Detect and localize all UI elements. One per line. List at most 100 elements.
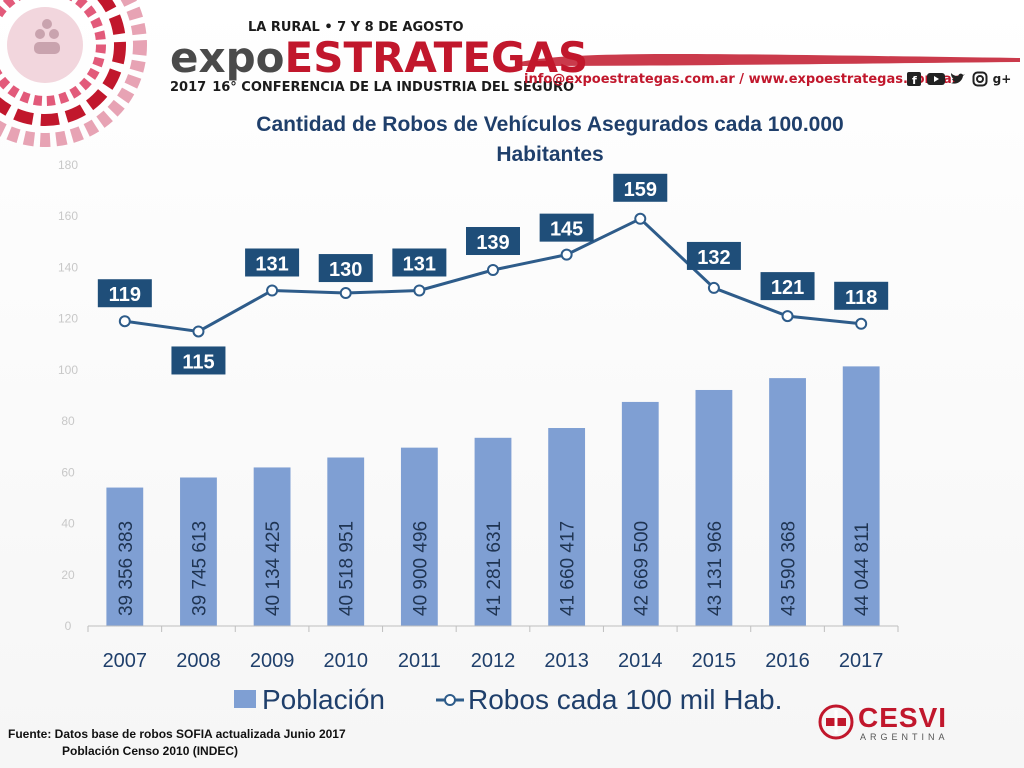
line-point bbox=[266, 284, 279, 297]
event-logo-part2: ESTRATEGAS bbox=[284, 33, 589, 82]
cesvi-brand-name: CESVI bbox=[858, 702, 948, 733]
x-tick-label: 2008 bbox=[176, 650, 221, 672]
bar bbox=[400, 447, 438, 626]
event-conference: 16° CONFERENCIA DE LA INDUSTRIA DEL SEGU… bbox=[212, 80, 575, 95]
line-label-box bbox=[539, 213, 594, 242]
twitter-icon[interactable] bbox=[949, 70, 967, 88]
x-tick-label: 2017 bbox=[839, 650, 884, 672]
legend-swatch-marker bbox=[444, 694, 456, 706]
bar bbox=[327, 457, 365, 626]
instagram-icon[interactable] bbox=[971, 70, 989, 88]
event-header: LA RURAL • 7 Y 8 DE AGOSTO expoESTRATEGA… bbox=[170, 20, 588, 100]
y-tick-label: 100 bbox=[58, 363, 78, 377]
line-point bbox=[707, 281, 720, 294]
google-plus-icon[interactable]: g+ bbox=[992, 72, 1012, 86]
x-tick-label: 2012 bbox=[471, 650, 516, 672]
bar bbox=[474, 437, 512, 626]
line-data-label: 131 bbox=[403, 253, 436, 275]
bar-data-label: 43 131 966 bbox=[705, 521, 726, 616]
bar bbox=[769, 378, 806, 626]
line-data-label: 121 bbox=[771, 277, 804, 299]
bar bbox=[621, 401, 659, 626]
line-point bbox=[487, 264, 499, 277]
line-data-label: 131 bbox=[255, 253, 288, 275]
event-logo: expoESTRATEGAS bbox=[170, 34, 588, 82]
cesvi-emblem-icon bbox=[818, 704, 854, 740]
bar-data-label: 42 669 500 bbox=[631, 521, 652, 616]
line-label-box bbox=[834, 281, 889, 310]
line-point bbox=[339, 287, 352, 300]
line-label-box bbox=[318, 254, 373, 283]
line-data-label: 139 bbox=[476, 232, 509, 254]
bar bbox=[548, 428, 586, 626]
x-tick-label: 2015 bbox=[692, 650, 737, 672]
legend-swatch-bar bbox=[234, 690, 256, 708]
line-point bbox=[781, 310, 794, 323]
bar-data-label: 41 660 417 bbox=[558, 521, 579, 616]
line-label-box bbox=[686, 241, 741, 270]
source-line-2: Población Censo 2010 (INDEC) bbox=[62, 744, 239, 758]
line-data-label: 118 bbox=[845, 287, 877, 309]
line-point bbox=[855, 317, 868, 330]
x-tick-label: 2014 bbox=[618, 650, 663, 672]
event-year: 2017 bbox=[170, 80, 207, 95]
line-data-label: 115 bbox=[182, 351, 214, 373]
people-icon bbox=[34, 19, 60, 54]
bar-data-label: 39 356 383 bbox=[116, 521, 137, 616]
bar-data-label: 40 900 496 bbox=[410, 521, 431, 616]
svg-text:f: f bbox=[912, 74, 917, 87]
bar bbox=[106, 487, 144, 626]
contact-info[interactable]: info@expoestrategas.com.ar / www.expoest… bbox=[524, 72, 959, 87]
bar bbox=[253, 467, 291, 626]
header-brush-stroke bbox=[520, 54, 1020, 66]
line-label-box bbox=[613, 173, 668, 202]
line-point bbox=[192, 325, 205, 338]
y-tick-label: 120 bbox=[58, 312, 78, 326]
line-label-box bbox=[760, 272, 815, 301]
line-data-label: 130 bbox=[329, 259, 362, 281]
chart-title: Cantidad de Robos de Vehículos Asegurado… bbox=[256, 113, 844, 166]
bar-data-label: 44 044 811 bbox=[852, 522, 873, 616]
x-tick-label: 2010 bbox=[323, 650, 368, 672]
line-label-box bbox=[245, 248, 300, 277]
corner-decoration bbox=[0, 0, 147, 147]
line-data-label: 119 bbox=[109, 284, 141, 306]
y-tick-label: 140 bbox=[58, 260, 78, 274]
line-data-label: 145 bbox=[550, 219, 583, 241]
line-data-label: 132 bbox=[697, 247, 730, 269]
line-point bbox=[413, 284, 426, 297]
x-tick-label: 2011 bbox=[398, 650, 441, 672]
line-label-box bbox=[97, 279, 152, 308]
event-subtitle: 2017 16° CONFERENCIA DE LA INDUSTRIA DEL … bbox=[170, 80, 574, 95]
y-tick-label: 20 bbox=[61, 568, 75, 582]
legend-label-robos: Robos cada 100 mil Hab. bbox=[468, 684, 782, 715]
y-tick-label: 80 bbox=[61, 414, 75, 428]
line-point bbox=[634, 212, 647, 225]
source-note: Fuente: Datos base de robos SOFIA actual… bbox=[8, 726, 346, 760]
bar-data-label: 40 518 951 bbox=[337, 521, 358, 616]
cesvi-logo: CESVI ARGENTINA bbox=[818, 702, 978, 748]
y-tick-label: 0 bbox=[65, 619, 72, 633]
youtube-icon[interactable] bbox=[927, 70, 945, 88]
bar-data-label: 43 590 368 bbox=[779, 521, 800, 616]
line-label-box bbox=[171, 346, 226, 375]
line-label-box bbox=[392, 248, 447, 277]
facebook-icon[interactable]: f bbox=[905, 70, 923, 88]
bar-data-label: 41 281 631 bbox=[484, 521, 505, 616]
bar bbox=[695, 389, 733, 626]
line-label-box bbox=[466, 227, 520, 256]
event-logo-part1: expo bbox=[170, 33, 285, 82]
cesvi-brand-sub: ARGENTINA bbox=[860, 732, 949, 742]
x-tick-label: 2013 bbox=[544, 650, 589, 672]
bar bbox=[842, 366, 880, 626]
y-tick-label: 60 bbox=[61, 465, 75, 479]
x-tick-label: 2016 bbox=[765, 650, 810, 672]
social-icons: f g+ bbox=[905, 70, 1011, 88]
bar-data-label: 40 134 425 bbox=[263, 521, 284, 616]
line-point bbox=[118, 315, 131, 328]
source-line-1: Fuente: Datos base de robos SOFIA actual… bbox=[8, 727, 346, 741]
y-tick-label: 180 bbox=[58, 158, 78, 172]
event-date: LA RURAL • 7 Y 8 DE AGOSTO bbox=[248, 20, 464, 35]
bar-data-label: 39 745 613 bbox=[189, 521, 210, 616]
